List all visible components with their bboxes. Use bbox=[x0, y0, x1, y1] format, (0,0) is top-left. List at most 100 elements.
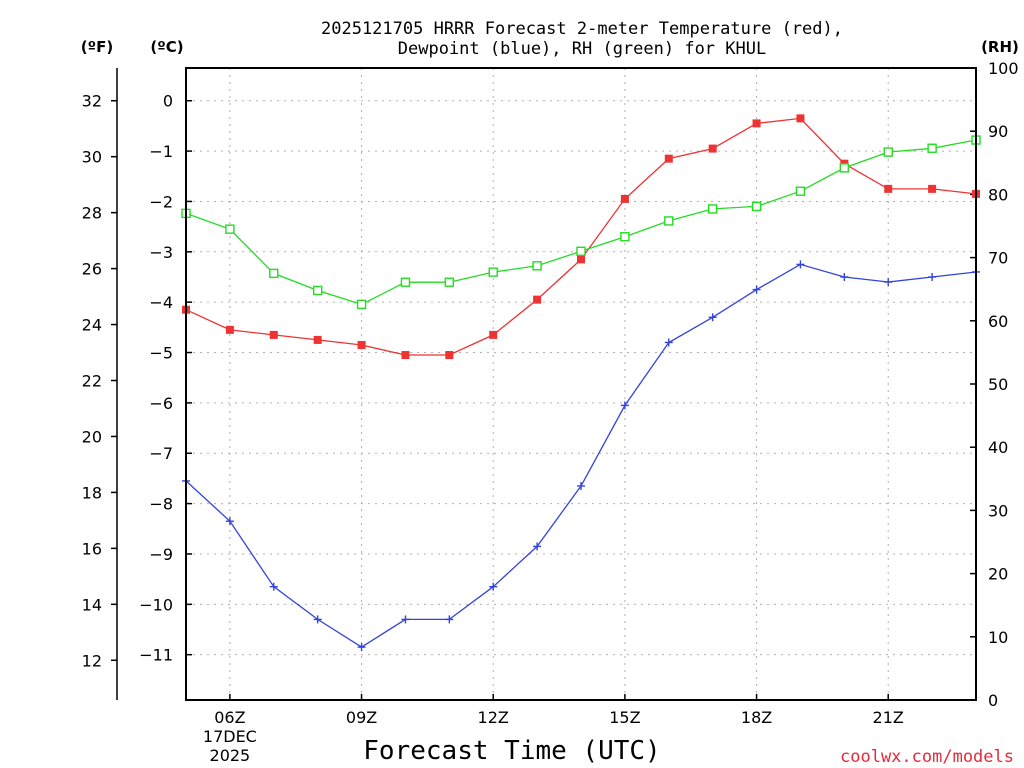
x-tick-label: 18Z bbox=[741, 708, 772, 727]
fahrenheit-tick-label: 22 bbox=[82, 372, 102, 391]
dewpoint-point bbox=[489, 582, 498, 591]
rh-point bbox=[225, 224, 235, 234]
rh-point bbox=[576, 246, 586, 256]
temperature-point bbox=[752, 119, 761, 128]
temperature-point bbox=[928, 184, 937, 193]
fahrenheit-tick-label: 18 bbox=[82, 483, 102, 502]
rh-point bbox=[707, 204, 718, 214]
fahrenheit-tick-label: 30 bbox=[82, 148, 102, 167]
rh-tick-label: 50 bbox=[988, 375, 1008, 394]
celsius-tick-label: −9 bbox=[149, 545, 173, 564]
dewpoint-point bbox=[884, 278, 893, 287]
rh-line bbox=[185, 139, 977, 306]
celsius-tick-label: −1 bbox=[149, 142, 173, 161]
temperature-point bbox=[445, 351, 454, 360]
celsius-tick-label: −10 bbox=[139, 595, 173, 614]
celsius-tick-label: −6 bbox=[149, 394, 173, 413]
rh-unit-label: (RH) bbox=[981, 38, 1019, 56]
fahrenheit-tick-label: 12 bbox=[82, 651, 102, 670]
x-tick-label: 21Z bbox=[873, 708, 904, 727]
x-date-label: 17DEC bbox=[203, 727, 257, 746]
dewpoint-point bbox=[620, 401, 629, 410]
fahrenheit-tick-label: 32 bbox=[82, 92, 102, 111]
temperature-point bbox=[620, 194, 629, 203]
rh-point bbox=[269, 268, 279, 279]
celsius-tick-label: −8 bbox=[149, 495, 173, 514]
temperature-point bbox=[357, 340, 366, 349]
temperature-point bbox=[401, 351, 410, 360]
temperature-point bbox=[884, 184, 893, 193]
rh-point bbox=[664, 216, 674, 226]
x-axis-title: Forecast Time (UTC) bbox=[363, 736, 660, 766]
rh-tick-label: 40 bbox=[988, 438, 1008, 457]
temperature-point bbox=[577, 255, 585, 264]
celsius-tick-label: −11 bbox=[139, 646, 173, 665]
x-tick-label: 12Z bbox=[478, 708, 509, 727]
dewpoint-point bbox=[225, 517, 234, 526]
dewpoint-point bbox=[752, 285, 761, 294]
rh-point bbox=[444, 277, 455, 287]
dewpoint-point bbox=[840, 272, 849, 281]
rh-tick-label: 0 bbox=[988, 691, 998, 710]
celsius-tick-label: −4 bbox=[149, 293, 173, 312]
rh-point bbox=[356, 299, 367, 310]
dewpoint-point bbox=[401, 615, 410, 624]
temperature-point bbox=[269, 330, 278, 339]
dewpoint-point bbox=[357, 643, 366, 652]
rh-tick-label: 10 bbox=[988, 628, 1008, 647]
x-year-label: 2025 bbox=[210, 746, 251, 765]
rh-tick-label: 80 bbox=[988, 185, 1008, 204]
fahrenheit-tick-label: 24 bbox=[82, 316, 102, 335]
rh-tick-label: 60 bbox=[988, 312, 1008, 331]
rh-point bbox=[488, 267, 498, 277]
celsius-tick-label: −7 bbox=[149, 444, 173, 463]
fahrenheit-tick-label: 16 bbox=[82, 539, 102, 558]
rh-point bbox=[751, 201, 762, 212]
dewpoint-point bbox=[708, 313, 717, 322]
axis-ticks: 0 −1 −2 −3 −4 −5 −6 −7 −8 −9 −10 −11 32 30 28 26 24 22 20 1… bbox=[82, 59, 1019, 765]
celsius-tick-label: −3 bbox=[149, 243, 173, 262]
dewpoint-point bbox=[445, 615, 454, 624]
rh-point bbox=[620, 232, 630, 242]
rh-point bbox=[795, 186, 806, 196]
rh-point bbox=[839, 163, 850, 173]
celsius-tick-label: −5 bbox=[149, 344, 173, 363]
rh-point bbox=[312, 285, 323, 296]
rh-tick-label: 20 bbox=[988, 565, 1008, 584]
series-group bbox=[181, 114, 981, 652]
celsius-unit-label: (ºC) bbox=[150, 38, 183, 56]
temperature-point bbox=[664, 154, 673, 163]
fahrenheit-tick-label: 28 bbox=[82, 204, 102, 223]
rh-point bbox=[532, 261, 542, 271]
rh-tick-label: 30 bbox=[988, 501, 1008, 520]
dewpoint-point bbox=[533, 542, 542, 551]
temperature-point bbox=[489, 330, 498, 339]
fahrenheit-tick-label: 20 bbox=[82, 427, 102, 446]
celsius-tick-label: −2 bbox=[149, 192, 173, 211]
credit-text: coolwx.com/models bbox=[840, 747, 1014, 767]
x-tick-label: 06Z bbox=[214, 708, 245, 727]
fahrenheit-unit-label: (ºF) bbox=[81, 38, 113, 56]
chart-title-line2: Dewpoint (blue), RH (green) for KHUL bbox=[398, 39, 766, 59]
dewpoint-point bbox=[269, 582, 278, 591]
rh-point bbox=[927, 143, 937, 153]
dewpoint-line bbox=[185, 263, 977, 648]
rh-point bbox=[883, 147, 893, 157]
temperature-point bbox=[225, 325, 234, 334]
dewpoint-point bbox=[577, 481, 585, 490]
temperature-point bbox=[708, 144, 717, 153]
temperature-point bbox=[533, 295, 542, 304]
fahrenheit-tick-label: 26 bbox=[82, 260, 102, 279]
celsius-tick-label: 0 bbox=[163, 92, 173, 111]
temperature-point bbox=[313, 335, 322, 344]
rh-point bbox=[400, 277, 411, 287]
rh-tick-label: 90 bbox=[988, 122, 1008, 141]
temperature-line bbox=[185, 117, 977, 356]
x-tick-label: 15Z bbox=[609, 708, 640, 727]
grid-lines bbox=[186, 68, 976, 700]
fahrenheit-tick-label: 14 bbox=[82, 595, 102, 614]
dewpoint-point bbox=[796, 260, 805, 269]
chart-title-line1: 2025121705 HRRR Forecast 2-meter Tempera… bbox=[321, 19, 843, 39]
temperature-point bbox=[796, 114, 805, 123]
